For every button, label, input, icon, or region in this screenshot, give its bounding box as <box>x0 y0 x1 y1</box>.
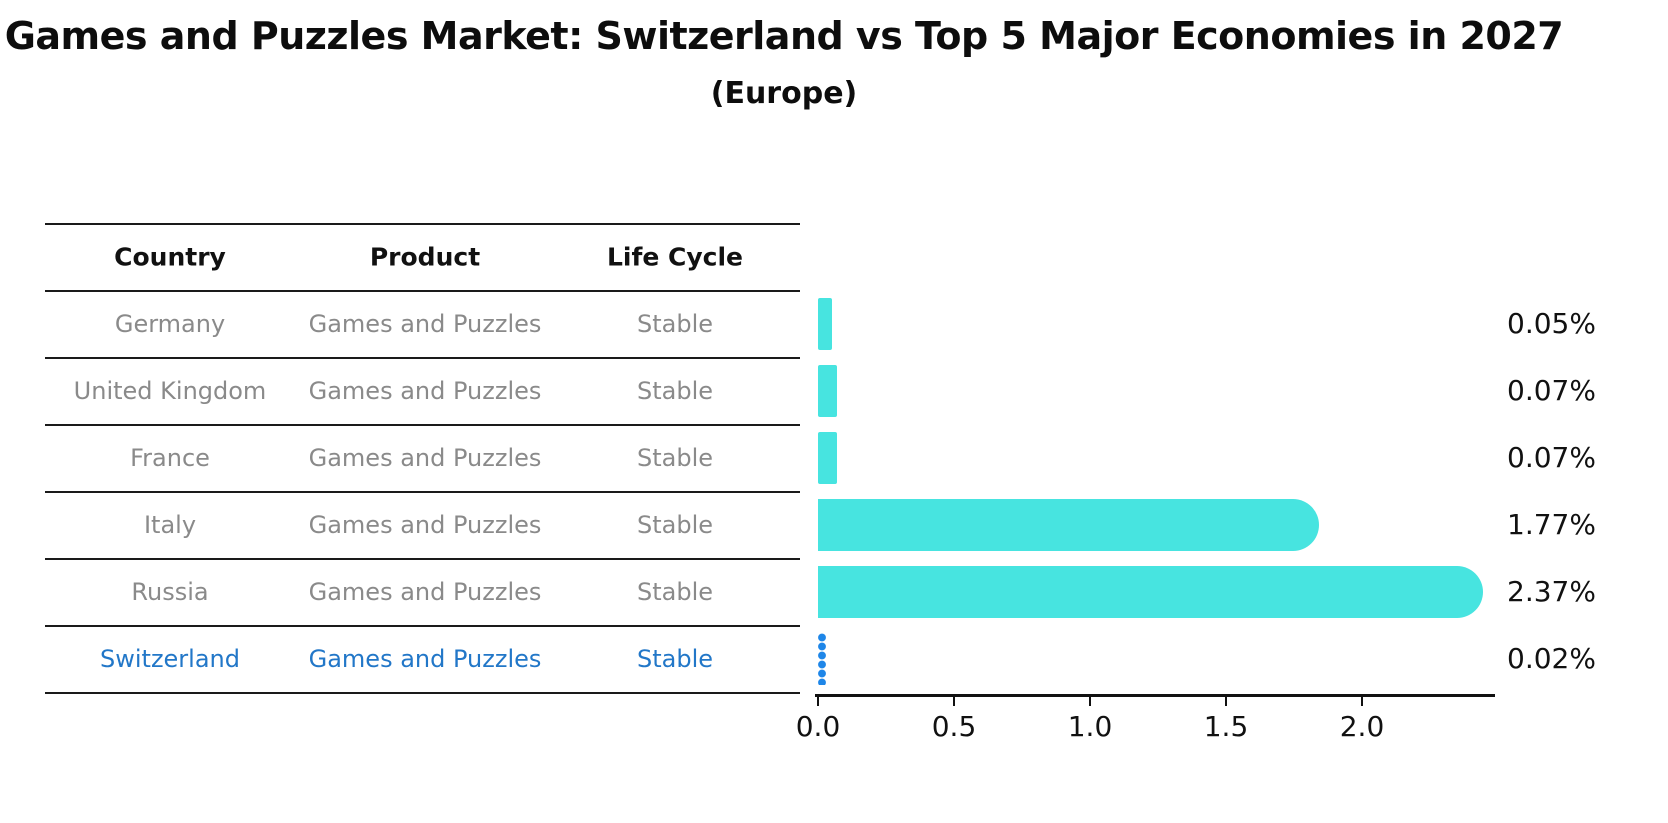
table-row-rule <box>45 625 800 627</box>
chart-title: Games and Puzzles Market: Switzerland vs… <box>4 14 1564 58</box>
table-cell-life-cycle: Stable <box>636 309 714 338</box>
title-block: Games and Puzzles Market: Switzerland vs… <box>0 0 1568 111</box>
table-cell-country: United Kingdom <box>73 376 267 405</box>
x-axis-tick <box>953 697 955 706</box>
value-label: 2.37% <box>1507 574 1596 608</box>
table-row-rule <box>45 290 800 292</box>
table-cell-product: Games and Puzzles <box>308 577 542 606</box>
table-bottom-rule <box>45 692 800 694</box>
value-label: 0.07% <box>1507 373 1596 407</box>
table-cell-product: Games and Puzzles <box>308 510 542 539</box>
x-axis-tick <box>1089 697 1091 706</box>
bar-united-kingdom <box>818 364 838 417</box>
table-cell-product: Games and Puzzles <box>308 443 542 472</box>
table-row-rule <box>45 558 800 560</box>
x-axis-tick-label: 1.0 <box>1067 710 1113 743</box>
table-cell-country: France <box>130 443 210 472</box>
table-cell-country: Switzerland <box>100 644 240 673</box>
value-label: 0.05% <box>1507 306 1596 340</box>
table-cell-life-cycle: Stable <box>636 443 714 472</box>
value-label: 1.77% <box>1507 507 1596 541</box>
table-cell-product: Games and Puzzles <box>308 644 542 673</box>
x-axis-tick <box>817 697 819 706</box>
table-cell-life-cycle: Stable <box>636 510 714 539</box>
x-axis-tick <box>1225 697 1227 706</box>
x-axis-tick-label: 0.5 <box>931 710 977 743</box>
table-cell-product: Games and Puzzles <box>308 376 542 405</box>
table-row-rule <box>45 491 800 493</box>
bar-france <box>818 431 838 484</box>
table-row-rule <box>45 424 800 426</box>
column-header-life-cycle: Life Cycle <box>606 242 744 271</box>
table-cell-life-cycle: Stable <box>636 376 714 405</box>
bar-russia <box>818 565 1483 618</box>
table-cell-country: Italy <box>143 510 197 539</box>
table-cell-country: Germany <box>114 309 226 338</box>
x-axis-tick-label: 1.5 <box>1203 710 1249 743</box>
x-axis-line <box>815 694 1495 697</box>
bar-germany <box>818 297 832 350</box>
column-header-country: Country <box>114 242 226 271</box>
table-cell-life-cycle: Stable <box>636 577 714 606</box>
table-row-rule <box>45 357 800 359</box>
x-axis-tick <box>1361 697 1363 706</box>
value-label: 0.02% <box>1507 641 1596 675</box>
bar-italy <box>818 498 1320 551</box>
table-cell-life-cycle: Stable <box>636 644 714 673</box>
table-cell-country: Russia <box>131 577 209 606</box>
column-header-product: Product <box>369 242 481 271</box>
value-label: 0.07% <box>1507 440 1596 474</box>
x-axis-tick-label: 0.0 <box>795 710 841 743</box>
table-top-rule <box>45 223 800 225</box>
table-cell-product: Games and Puzzles <box>308 309 542 338</box>
x-axis-tick-label: 2.0 <box>1339 710 1385 743</box>
chart-subtitle: (Europe) <box>710 76 858 111</box>
highlight-bar-switzerland <box>818 632 826 685</box>
